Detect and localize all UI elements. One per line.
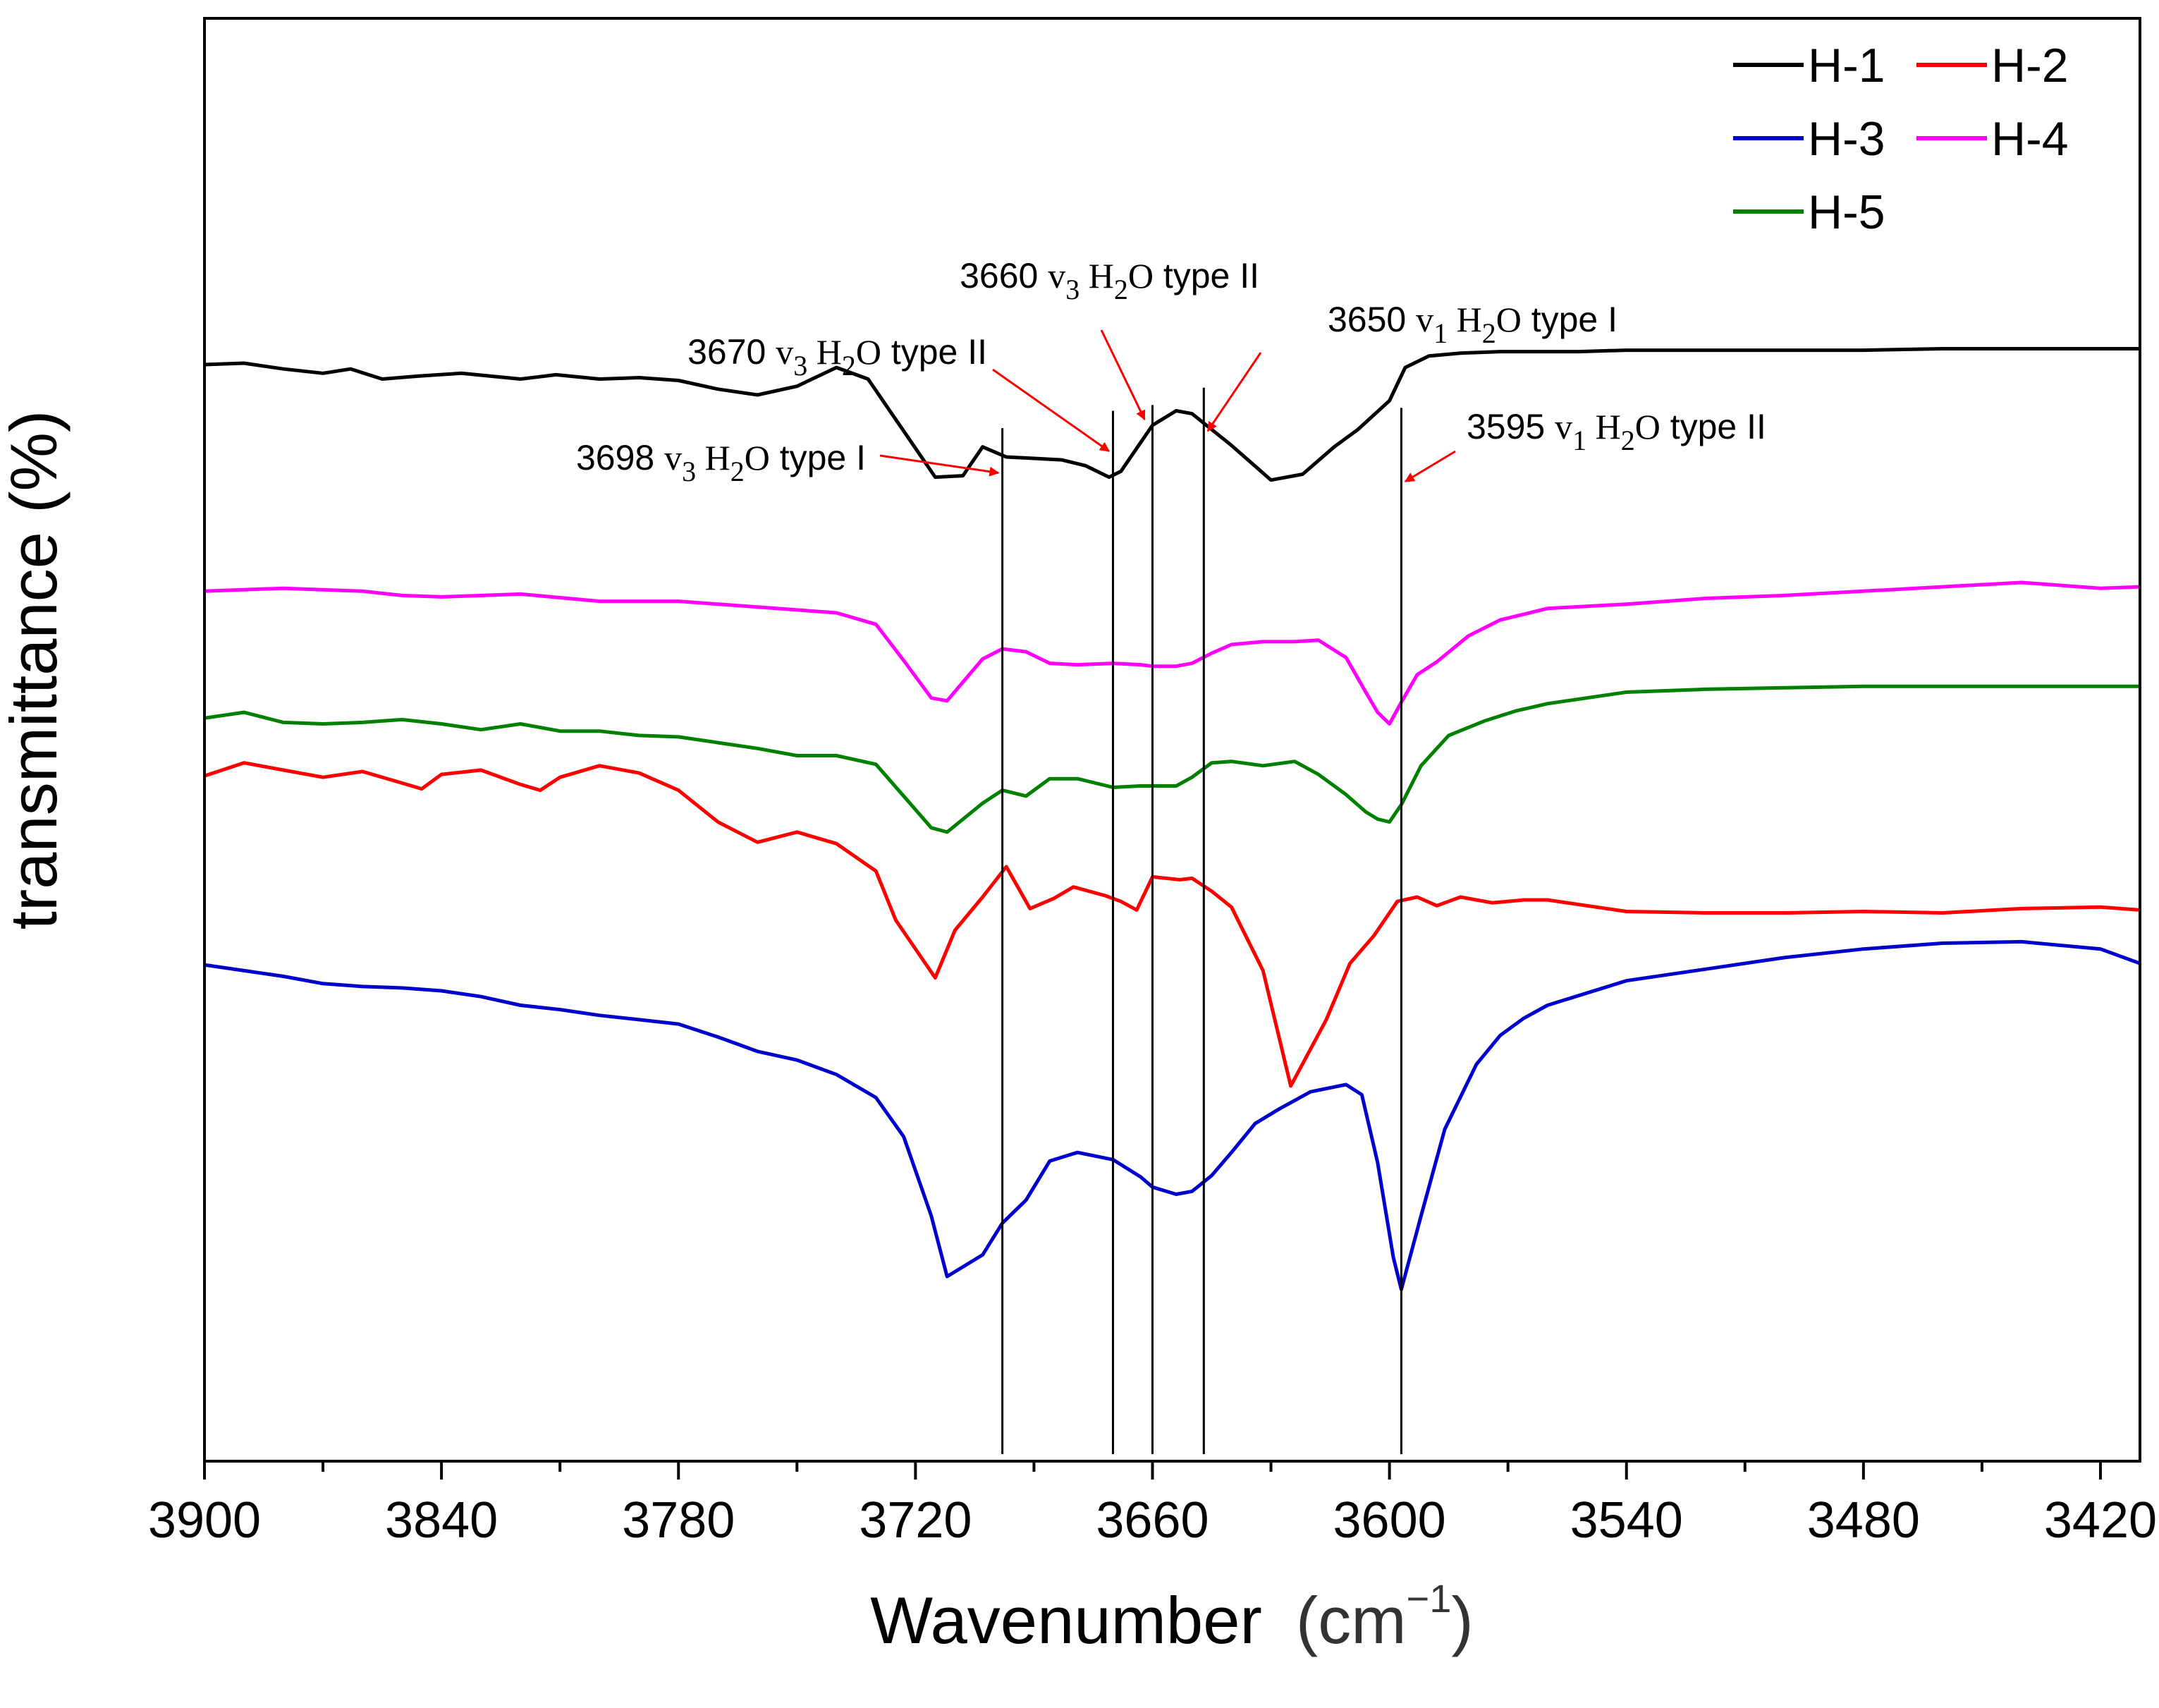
legend-label-h-1: H-1 (1808, 39, 1885, 92)
annotation-label-3660: 3660 v3 H2O type II (960, 256, 1259, 305)
x-tick-label: 3480 (1807, 1492, 1920, 1549)
x-axis-unit-suffix: ) (1451, 1583, 1473, 1657)
annotation-label-3698: 3698 v3 H2O type I (576, 438, 866, 487)
series-line-h-1 (204, 347, 2140, 482)
marker-lines (1001, 387, 1402, 1454)
series-layer (204, 347, 2140, 1291)
annotation-arrow-3698 (879, 454, 1000, 477)
x-axis-label-text: Wavenumber (870, 1583, 1262, 1657)
annotation-arrow-3670 (992, 368, 1111, 453)
x-tick-label: 3420 (2044, 1492, 2157, 1549)
legend-label-h-2: H-2 (1991, 39, 2069, 92)
x-tick-label: 3840 (385, 1492, 498, 1549)
plot-frame (203, 17, 2141, 1463)
series-line-h-2 (204, 761, 2140, 1088)
x-axis-unit-exp: −1 (1407, 1576, 1452, 1621)
x-axis-unit-prefix: (cm (1296, 1583, 1407, 1657)
x-axis-ticks: 3900 3840 3780 3720 3660 3600 3540 3480 3420 (148, 1461, 2157, 1549)
x-tick-label: 3660 (1096, 1492, 1209, 1549)
series-line-h-4 (204, 580, 2140, 726)
annotations: 3698 v3 H2O type I 3670 v3 H2O type II 366… (576, 256, 1766, 487)
x-tick-label: 3600 (1333, 1492, 1446, 1549)
legend-label-h-3: H-3 (1808, 112, 1885, 166)
annotation-label-3595: 3595 v1 H2O type II (1467, 407, 1766, 456)
annotation-arrow-3660 (1100, 329, 1146, 421)
annotation-arrow-3595 (1404, 450, 1456, 483)
y-axis-label: transmittance (%) (0, 410, 71, 930)
annotation-label-3650: 3650 v1 H2O type I (1328, 300, 1617, 349)
legend: H-1 H-2 H-3 H-4 H-5 (1733, 39, 2069, 239)
x-tick-label: 3780 (622, 1492, 735, 1549)
x-axis-label: Wavenumber (cm−1) (870, 1576, 1473, 1657)
x-tick-label: 3900 (148, 1492, 261, 1549)
annotation-arrow-3650 (1206, 352, 1262, 432)
series-line-h-3 (204, 939, 2140, 1291)
series-line-h-5 (204, 684, 2140, 834)
legend-label-h-5: H-5 (1808, 185, 1885, 239)
legend-label-h-4: H-4 (1991, 112, 2069, 166)
x-tick-label: 3720 (859, 1492, 972, 1549)
annotation-label-3670: 3670 v3 H2O type II (687, 332, 987, 382)
x-tick-label: 3540 (1570, 1492, 1683, 1549)
